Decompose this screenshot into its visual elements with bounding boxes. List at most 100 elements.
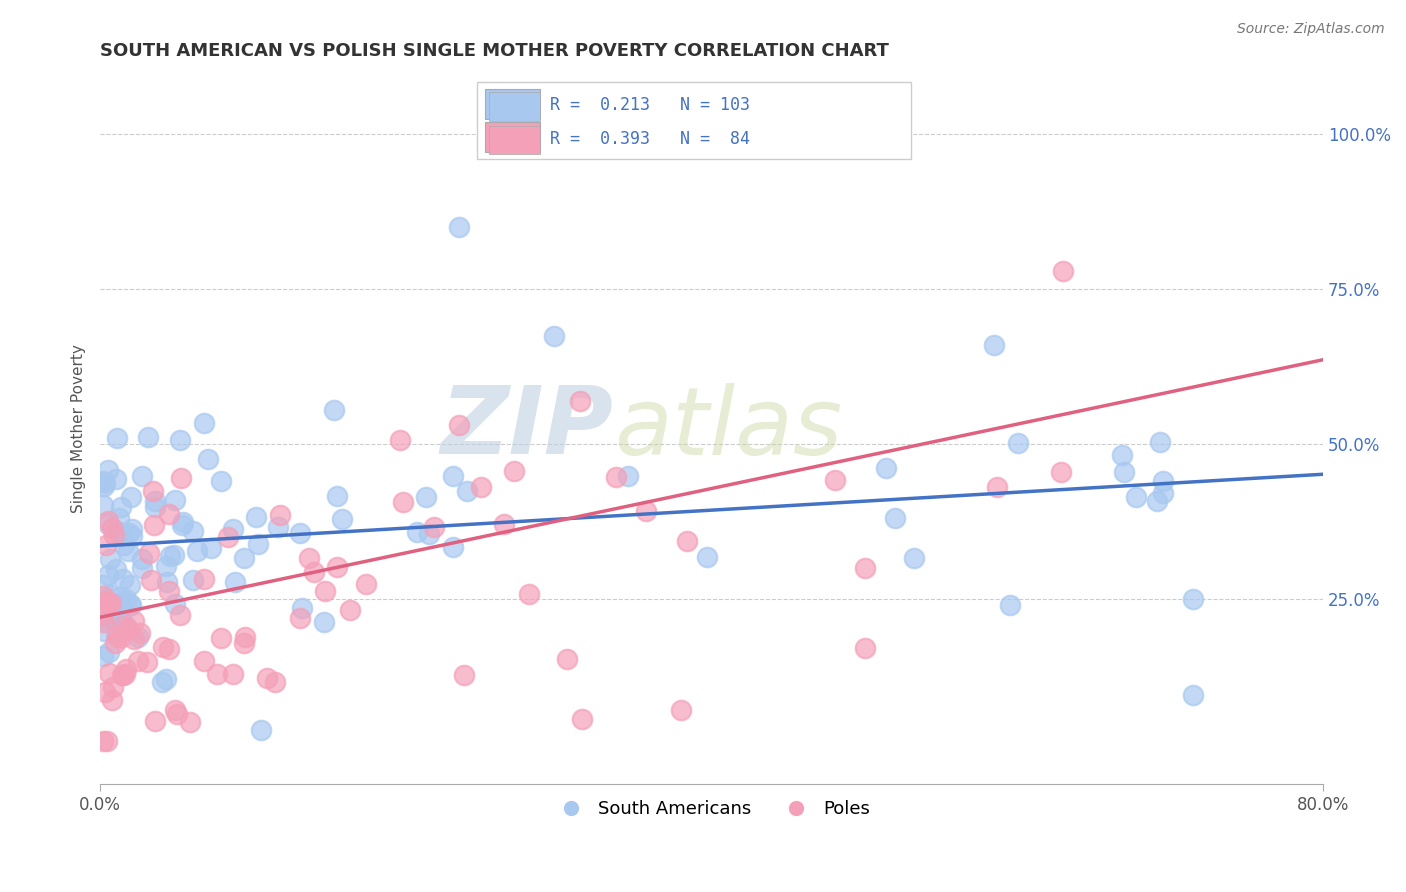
Point [166, 706, 188, 721]
Point [136, 430, 159, 444]
Point [120, 491, 142, 505]
Point [111, 618, 134, 632]
FancyBboxPatch shape [485, 89, 540, 119]
Point [97, 645, 120, 659]
Point [200, 541, 222, 555]
Point [127, 630, 149, 644]
Point [1182, 688, 1205, 702]
Point [121, 529, 143, 543]
Point [634, 503, 657, 517]
Point [193, 417, 215, 431]
Point [1182, 591, 1205, 606]
Point [441, 540, 464, 554]
Point [222, 522, 245, 536]
Point [903, 550, 925, 565]
FancyBboxPatch shape [477, 82, 911, 160]
Point [263, 675, 285, 690]
Point [492, 516, 515, 531]
Point [108, 596, 131, 610]
Text: Source: ZipAtlas.com: Source: ZipAtlas.com [1237, 22, 1385, 37]
Point [122, 614, 145, 628]
Point [418, 527, 440, 541]
Point [104, 611, 127, 625]
Point [1052, 263, 1074, 277]
Point [155, 559, 177, 574]
Point [330, 511, 353, 525]
Point [246, 536, 269, 550]
Point [112, 668, 135, 682]
Point [449, 220, 471, 235]
Point [111, 668, 134, 682]
Point [121, 522, 143, 536]
Point [193, 572, 215, 586]
Point [91, 578, 114, 592]
Point [143, 494, 166, 508]
Point [209, 632, 232, 646]
Point [290, 526, 312, 541]
Point [453, 668, 475, 682]
Point [96, 463, 118, 477]
Point [312, 615, 335, 630]
Point [323, 403, 346, 417]
Point [103, 528, 125, 542]
Point [91, 475, 114, 489]
Point [235, 631, 257, 645]
Point [326, 489, 349, 503]
Point [142, 484, 165, 499]
Point [136, 655, 159, 669]
Point [91, 734, 114, 748]
Point [233, 551, 256, 566]
Point [156, 574, 179, 589]
Point [669, 703, 692, 717]
Point [222, 667, 245, 681]
Point [853, 641, 876, 656]
Point [105, 629, 128, 643]
Point [93, 624, 115, 638]
Point [555, 652, 578, 666]
Point [170, 471, 193, 485]
Point [571, 713, 593, 727]
Point [406, 524, 429, 539]
Point [998, 598, 1021, 612]
Point [172, 516, 194, 530]
Legend: South Americans, Poles: South Americans, Poles [546, 793, 877, 825]
Point [169, 608, 191, 623]
Point [139, 573, 162, 587]
Point [543, 329, 565, 343]
Point [104, 472, 127, 486]
FancyBboxPatch shape [489, 93, 540, 120]
Point [169, 433, 191, 447]
Point [112, 538, 135, 552]
Point [163, 703, 186, 717]
Point [983, 338, 1005, 352]
Point [97, 514, 120, 528]
Point [104, 636, 127, 650]
Point [291, 601, 314, 615]
Point [163, 493, 186, 508]
Point [1111, 448, 1133, 462]
Point [96, 612, 118, 626]
Point [108, 510, 131, 524]
Point [110, 500, 132, 515]
Point [170, 518, 193, 533]
Point [290, 611, 312, 625]
Point [1152, 474, 1174, 488]
Point [91, 615, 114, 630]
Point [110, 632, 132, 646]
Point [131, 561, 153, 575]
Point [449, 418, 471, 433]
Point [157, 507, 180, 521]
Point [117, 622, 139, 636]
FancyBboxPatch shape [489, 126, 540, 154]
Text: ZIP: ZIP [441, 383, 614, 475]
Point [107, 599, 129, 613]
Point [233, 636, 256, 650]
Point [91, 589, 114, 603]
Point [131, 469, 153, 483]
Point [122, 632, 145, 647]
Point [163, 549, 186, 563]
Point [100, 596, 122, 610]
Point [209, 474, 232, 488]
Point [110, 525, 132, 540]
Point [676, 533, 699, 548]
